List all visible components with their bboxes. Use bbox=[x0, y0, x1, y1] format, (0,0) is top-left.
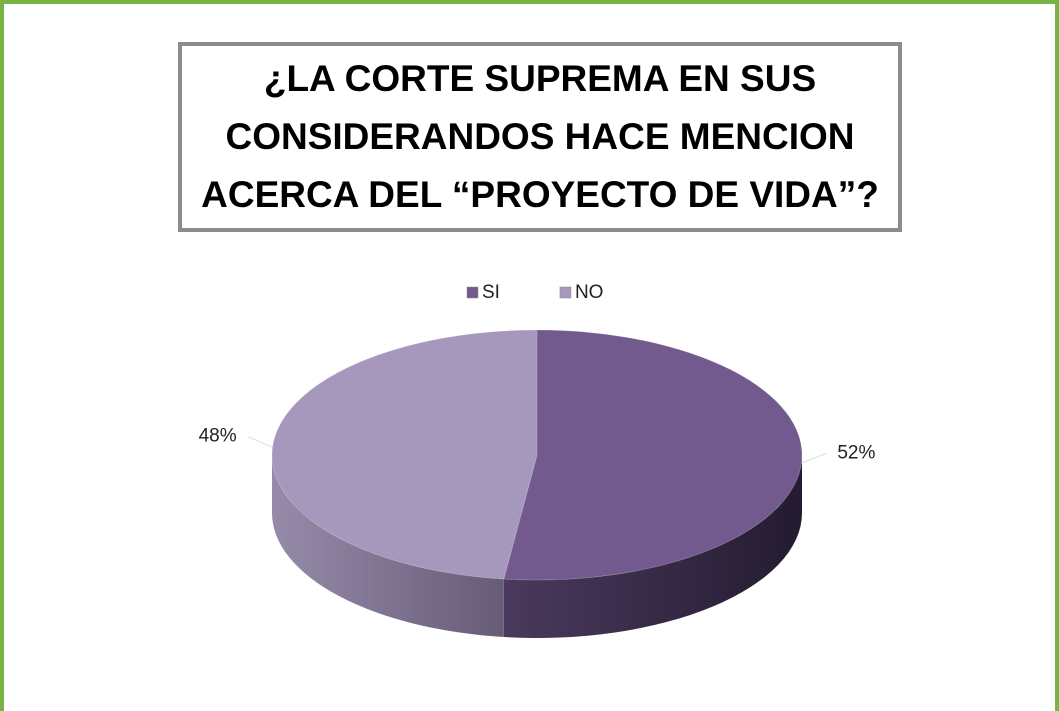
legend-label: NO bbox=[575, 282, 604, 303]
data-label: 48% bbox=[199, 426, 237, 447]
legend-label: SI bbox=[482, 282, 500, 303]
legend-swatch bbox=[466, 286, 479, 299]
title-box: ¿LA CORTE SUPREMA EN SUS CONSIDERANDOS H… bbox=[178, 42, 902, 232]
legend-swatch bbox=[559, 286, 572, 299]
data-label: 52% bbox=[837, 442, 875, 463]
slice-side bbox=[503, 455, 803, 638]
leader-line bbox=[247, 436, 273, 448]
slice-side bbox=[272, 455, 504, 638]
slice bbox=[271, 329, 538, 580]
chart-title: ¿LA CORTE SUPREMA EN SUS CONSIDERANDOS H… bbox=[201, 58, 879, 215]
leader-line bbox=[801, 453, 827, 464]
